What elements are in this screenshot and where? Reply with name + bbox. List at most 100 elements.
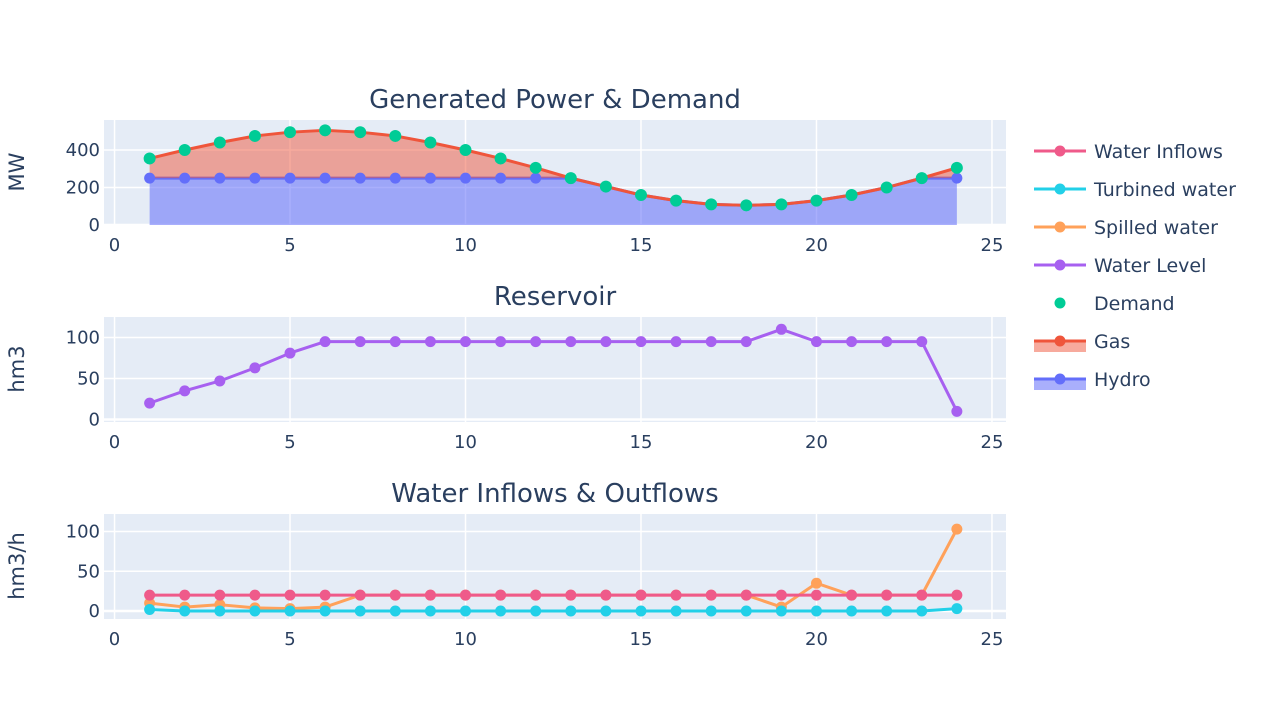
legend-swatch-marker — [1054, 221, 1066, 233]
water-level-point — [214, 375, 226, 387]
water-inflows-point — [670, 589, 682, 601]
water-level-point — [810, 336, 822, 348]
chart-title: Reservoir — [494, 282, 617, 312]
legend-item-hydro: Hydro — [1034, 369, 1151, 391]
hydro-point — [389, 172, 401, 184]
water-inflows-point — [179, 589, 191, 601]
water-inflows-point — [319, 589, 331, 601]
water-inflows-point — [144, 589, 156, 601]
turbined-water-point — [600, 605, 612, 617]
turbined-water-point — [495, 605, 507, 617]
x-tick-label: 15 — [630, 629, 653, 650]
y-tick-label: 100 — [66, 328, 100, 349]
water-inflows-point — [846, 589, 858, 601]
demand-point — [143, 152, 156, 165]
hydro-point — [214, 172, 226, 184]
chart-title: Generated Power & Demand — [369, 85, 741, 115]
turbined-water-point — [319, 605, 331, 617]
water-inflows-point — [881, 589, 893, 601]
hydro-point — [284, 172, 296, 184]
water-level-point — [284, 347, 296, 359]
y-tick-label: 0 — [89, 215, 100, 236]
water-level-point — [775, 323, 787, 335]
legend-item-demand: Demand — [1054, 293, 1175, 315]
water-inflows-point — [495, 589, 507, 601]
demand-point — [284, 126, 297, 139]
turbined-water-point — [424, 605, 436, 617]
water-level-point — [916, 336, 928, 348]
demand-point — [424, 136, 437, 149]
spilled-water-point — [810, 577, 822, 589]
demand-point — [529, 161, 542, 174]
legend-label: Gas — [1094, 331, 1130, 353]
hydro-point — [951, 172, 963, 184]
demand-point — [599, 180, 612, 193]
demand-point — [880, 181, 893, 194]
water-level-point — [144, 397, 156, 409]
water-level-point — [740, 336, 752, 348]
water-level-point — [565, 336, 577, 348]
demand-point — [845, 189, 858, 201]
turbined-water-point — [635, 605, 647, 617]
demand-point — [634, 189, 647, 201]
x-tick-label: 0 — [109, 629, 120, 650]
turbined-water-point — [460, 605, 472, 617]
hydro-point — [495, 172, 507, 184]
demand-point — [319, 124, 332, 137]
turbined-water-point — [530, 605, 542, 617]
water-inflows-point — [354, 589, 366, 601]
legend-swatch-marker — [1054, 335, 1066, 347]
hydro-point — [530, 172, 542, 184]
water-inflows-point — [705, 589, 717, 601]
legend-swatch-marker — [1054, 297, 1066, 309]
water-level-point — [881, 336, 893, 348]
spilled-water-point — [951, 523, 963, 535]
x-tick-label: 25 — [981, 235, 1004, 256]
legend-label: Water Level — [1094, 255, 1206, 277]
series-group — [144, 523, 963, 617]
turbined-water-point — [670, 605, 682, 617]
x-tick-label: 0 — [109, 235, 120, 256]
demand-point — [810, 194, 823, 207]
demand-point — [705, 198, 718, 211]
y-tick-label: 400 — [66, 140, 100, 161]
turbined-water-point — [214, 605, 226, 617]
water-level-point — [389, 336, 401, 348]
turbined-water-point — [846, 605, 858, 617]
water-level-point — [705, 336, 717, 348]
turbined-water-line — [149, 607, 957, 613]
water-level-point — [354, 336, 366, 348]
turbined-water-point — [916, 605, 928, 617]
legend-item-turbined-water: Turbined water — [1034, 179, 1236, 201]
legend-label: Demand — [1094, 293, 1175, 315]
turbined-water-point — [179, 605, 191, 617]
gas-area — [149, 130, 957, 206]
demand-point — [915, 172, 928, 185]
hydro-point — [179, 172, 191, 184]
legend-item-gas: Gas — [1034, 331, 1130, 353]
water-inflows-point — [951, 589, 963, 601]
x-tick-label: 20 — [805, 629, 828, 650]
water-inflows-point — [389, 589, 401, 601]
turbined-water-point — [740, 605, 752, 617]
x-tick-label: 20 — [805, 235, 828, 256]
legend-swatch-marker — [1054, 145, 1066, 157]
water-level-line — [149, 327, 959, 413]
hydro-point — [424, 172, 436, 184]
x-tick-label: 5 — [284, 629, 295, 650]
legend: Water Inflows Turbined water Spilled water… — [1034, 141, 1236, 391]
x-tick-label: 20 — [805, 432, 828, 453]
y-tick-label: 200 — [66, 178, 100, 199]
water-level-point — [951, 405, 963, 417]
legend-item-spilled-water: Spilled water — [1034, 217, 1218, 239]
plot-area — [104, 317, 1006, 422]
water-inflows-point — [740, 589, 752, 601]
turbined-water-point — [951, 603, 963, 615]
y-tick-label: 0 — [89, 410, 100, 431]
x-tick-label: 15 — [630, 235, 653, 256]
demand-point — [459, 144, 472, 156]
chart-title: Water Inflows & Outflows — [391, 479, 718, 509]
x-tick-label: 10 — [454, 235, 477, 256]
legend-item-water-level: Water Level — [1034, 255, 1206, 277]
legend-item-water-inflows: Water Inflows — [1034, 141, 1223, 163]
